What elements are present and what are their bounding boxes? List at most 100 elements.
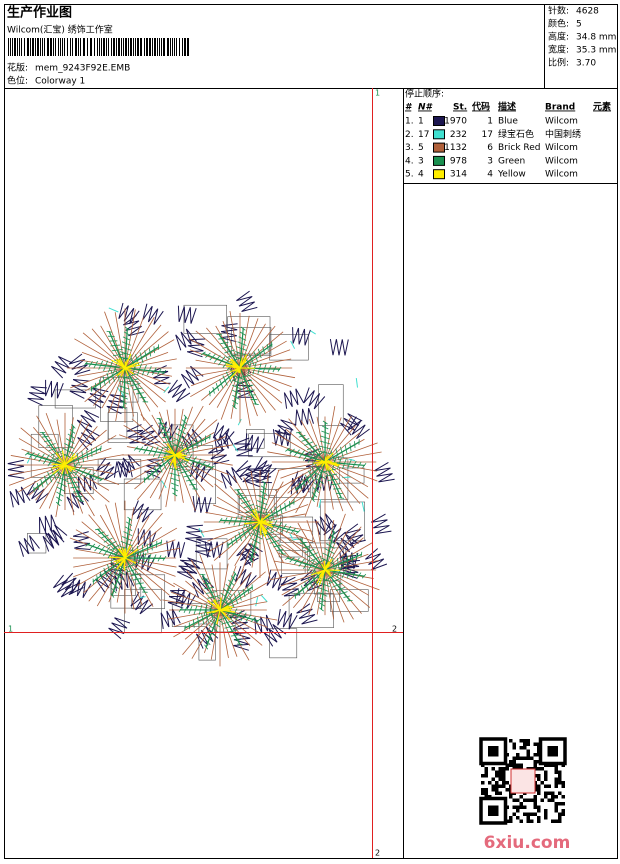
studio: Wilcom(汇宝) 绣饰工作室 (7, 24, 113, 36)
leaf-stitch (209, 391, 210, 396)
qr-module (509, 739, 513, 743)
row-index: 5. (405, 170, 414, 180)
marker: 1 (375, 89, 380, 98)
row-stitches: 978 (450, 156, 467, 166)
leaf-stitch (95, 529, 100, 530)
bar-stripe (72, 38, 73, 56)
fill-stitch (293, 327, 311, 345)
qr-module (541, 767, 545, 771)
leaf-stitch (99, 546, 105, 554)
bar-stripe (60, 38, 61, 56)
qr-module (558, 778, 562, 782)
qr-module (534, 806, 538, 810)
qr-module (520, 802, 524, 806)
qr-module (520, 739, 524, 743)
qr-module (544, 813, 548, 817)
leaf-stitch (307, 445, 317, 450)
qr-module (492, 778, 496, 782)
bar-stripe (146, 38, 148, 56)
outline-block (270, 629, 297, 658)
leaf-stitch (200, 574, 205, 575)
qr-module (527, 813, 531, 817)
row-brand: Wilcom (545, 117, 578, 127)
color-swatch (434, 170, 445, 179)
bar-stripe (140, 38, 142, 56)
outline-block (132, 575, 165, 609)
qr-module (513, 799, 517, 803)
leaf-stitch (154, 346, 155, 353)
qr-module (555, 778, 559, 782)
qr-module (555, 785, 559, 789)
fill-stitch (178, 306, 196, 324)
leaf-stitch (161, 540, 162, 545)
leaf-stitch (237, 493, 244, 494)
accent-stitch (256, 597, 258, 606)
leaf-stitch (34, 487, 35, 492)
row-description: Blue (498, 117, 518, 127)
bar-stripe (170, 38, 171, 56)
info-value: 3.70 (576, 59, 596, 69)
qr-module (485, 792, 489, 796)
leaf-stitch (139, 397, 146, 398)
qr-module (495, 792, 499, 796)
qr-module (516, 757, 520, 761)
qr-module (523, 743, 527, 747)
fill-stitch (132, 501, 153, 523)
qr-module (485, 767, 489, 771)
bar-stripe (97, 38, 98, 56)
leaf-stitch (295, 593, 296, 598)
qr-module (506, 781, 510, 785)
outline-block (319, 385, 344, 426)
qr-module (558, 802, 562, 806)
leaf-stitch (210, 434, 211, 439)
bar-stripe (8, 38, 9, 56)
column-header: # (405, 103, 413, 113)
qr-module (537, 788, 541, 792)
bar-stripe (21, 38, 22, 56)
qr-module (562, 781, 566, 785)
leaf-stitch (95, 545, 100, 551)
qr-module (544, 774, 548, 778)
leaf-stitch (189, 484, 196, 485)
row-n: 4 (418, 170, 424, 180)
outline-block (39, 406, 73, 448)
bar-stripe (78, 38, 79, 56)
qr-module (541, 799, 545, 803)
qr-module (555, 806, 559, 810)
bar-stripe (24, 38, 25, 56)
bar-stripe (27, 38, 29, 56)
qr-module (499, 767, 503, 771)
bar-stripe (159, 38, 160, 56)
qr-module (499, 785, 503, 789)
bar-stripe (50, 38, 52, 56)
qr-module (516, 816, 520, 820)
row-description: Brick Red (498, 143, 541, 153)
qr-module (544, 771, 548, 775)
qr-module (527, 750, 531, 754)
qr-module (481, 792, 485, 796)
qr-finder-core (488, 746, 499, 757)
row-brand: 中国刺绣 (545, 128, 581, 140)
qr-module (530, 799, 534, 803)
qr-module (495, 774, 499, 778)
qr-module (544, 792, 548, 796)
bar-stripe (113, 38, 115, 56)
qr-module (537, 792, 541, 796)
title: 生产作业图 (7, 5, 72, 21)
row-brand: Wilcom (545, 143, 578, 153)
bar-stripe (99, 38, 100, 56)
fill-stitch (304, 388, 325, 409)
qr-module (481, 781, 485, 785)
qr-finder-core (488, 806, 499, 817)
qr-module (513, 746, 517, 750)
fill-stitch (19, 536, 40, 557)
qr-module (513, 813, 517, 817)
row-description: Green (498, 156, 525, 166)
qr-module (551, 799, 555, 803)
fill-stitch (27, 481, 49, 503)
accent-stitch (261, 595, 267, 602)
qr-module (544, 795, 548, 799)
fill-stitch (10, 487, 30, 507)
